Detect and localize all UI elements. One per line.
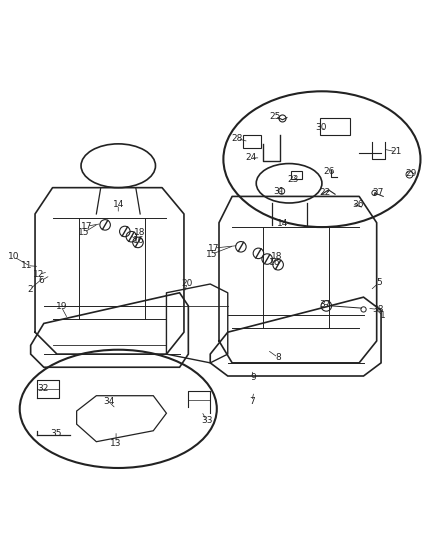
Text: 23: 23 <box>287 175 298 184</box>
Text: 1: 1 <box>380 311 386 320</box>
Text: 17: 17 <box>81 222 92 231</box>
Text: 19: 19 <box>56 302 67 311</box>
Text: 34: 34 <box>103 397 114 406</box>
Text: 14: 14 <box>277 219 288 228</box>
Text: 26: 26 <box>324 166 335 175</box>
Text: 16: 16 <box>133 236 144 245</box>
Text: 31: 31 <box>274 187 285 196</box>
Text: 13: 13 <box>110 439 122 448</box>
Text: 6: 6 <box>39 276 45 285</box>
Text: 15: 15 <box>78 228 90 237</box>
Text: 37: 37 <box>319 300 331 309</box>
Text: 20: 20 <box>182 279 193 288</box>
Text: 35: 35 <box>50 429 62 438</box>
Text: 27: 27 <box>372 189 383 197</box>
Text: 2: 2 <box>27 285 32 294</box>
Text: 36: 36 <box>353 200 364 209</box>
Text: 24: 24 <box>245 154 256 163</box>
Text: 17: 17 <box>208 244 219 253</box>
Text: 38: 38 <box>372 305 383 314</box>
Text: 21: 21 <box>391 147 402 156</box>
Text: 16: 16 <box>269 259 281 268</box>
Text: 8: 8 <box>275 353 281 362</box>
Text: 18: 18 <box>271 252 283 261</box>
Text: 9: 9 <box>250 373 256 382</box>
Text: 18: 18 <box>134 228 145 237</box>
Text: 30: 30 <box>315 123 326 132</box>
Text: 7: 7 <box>249 397 255 406</box>
Text: 25: 25 <box>269 112 281 121</box>
Text: 11: 11 <box>21 261 33 270</box>
Text: 29: 29 <box>405 169 417 177</box>
Text: 15: 15 <box>206 250 217 259</box>
Text: 22: 22 <box>319 189 331 197</box>
Text: 14: 14 <box>113 200 124 209</box>
Text: 32: 32 <box>37 384 49 393</box>
Text: 28: 28 <box>232 134 243 143</box>
Text: 5: 5 <box>376 278 382 287</box>
Text: 12: 12 <box>33 270 44 279</box>
Text: 10: 10 <box>8 252 20 261</box>
Text: 33: 33 <box>201 416 212 425</box>
